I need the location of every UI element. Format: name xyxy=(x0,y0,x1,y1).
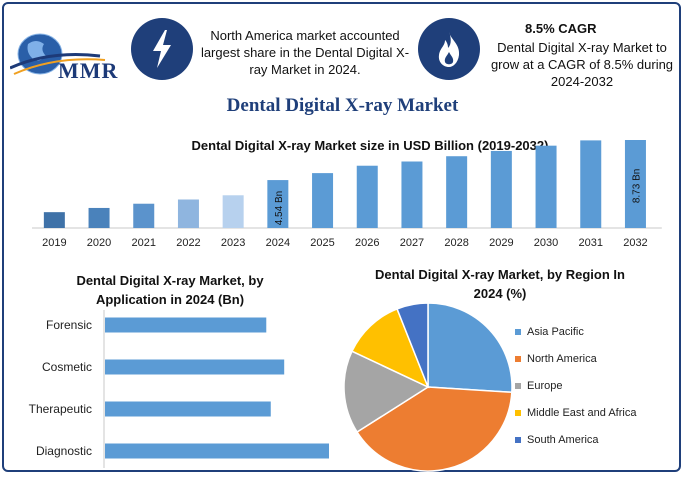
y-tick-forensic: Forensic xyxy=(46,318,92,332)
bar-2019 xyxy=(43,212,65,228)
x-tick-2019: 2019 xyxy=(42,237,66,249)
legend-swatch xyxy=(515,328,521,335)
pie-legend: Asia Pacific North America Europe Middle Ea… xyxy=(515,318,636,453)
legend-label: North America xyxy=(527,352,597,365)
hbar-diagnostic xyxy=(105,443,329,459)
bar-2030 xyxy=(535,145,557,228)
legend-label: Asia Pacific xyxy=(527,325,584,338)
pie-slice-south-america xyxy=(396,302,429,388)
bar-2031 xyxy=(580,140,602,228)
bar-2028 xyxy=(446,156,468,228)
x-tick-2023: 2023 xyxy=(221,237,245,249)
bar-2022 xyxy=(177,199,199,228)
y-tick-therapeutic: Therapeutic xyxy=(29,402,92,416)
x-tick-2026: 2026 xyxy=(355,237,379,249)
bar-2027 xyxy=(401,161,423,228)
info-block-2: 8.5% CAGR Dental Digital X-ray Market to… xyxy=(487,20,677,90)
legend-swatch xyxy=(515,355,521,362)
x-tick-2020: 2020 xyxy=(87,237,111,249)
legend-label: Europe xyxy=(527,379,563,392)
pie-slice-europe xyxy=(343,350,430,434)
chart-frame xyxy=(2,2,681,472)
market-size-bar-chart: 2019 2020 2021 2022 2023 2024 4.54 Bn 2025 2026 2… xyxy=(32,140,662,249)
info-circle-1 xyxy=(131,18,193,80)
mmr-logo xyxy=(10,33,106,75)
lightning-icon xyxy=(153,30,171,68)
x-tick-2028: 2028 xyxy=(444,237,468,249)
bar-2032 xyxy=(624,140,646,228)
info-circle-2 xyxy=(418,18,480,80)
legend-item: North America xyxy=(515,345,636,372)
pie-slice-asia-pacific xyxy=(427,302,513,394)
cagr-text: Dental Digital X-ray Market to grow at a… xyxy=(490,40,674,89)
x-tick-2031: 2031 xyxy=(579,237,603,249)
bar-label-2032: 8.73 Bn xyxy=(631,169,642,203)
application-chart-title: Dental Digital X-ray Market, by Applicat… xyxy=(76,273,264,307)
logo-text: MMR xyxy=(58,58,119,83)
page-title: Dental Digital X-ray Market xyxy=(226,95,459,116)
hbar-cosmetic xyxy=(105,359,285,375)
x-tick-2027: 2027 xyxy=(400,237,424,249)
x-tick-2021: 2021 xyxy=(132,237,156,249)
y-tick-diagnostic: Diagnostic xyxy=(36,444,92,458)
x-tick-2022: 2022 xyxy=(176,237,200,249)
legend-item: Middle East and Africa xyxy=(515,399,636,426)
bar-2023 xyxy=(222,195,244,228)
bar-label-2024: 4.54 Bn xyxy=(274,191,285,225)
flame-icon xyxy=(438,32,460,67)
bar-2020 xyxy=(88,207,110,228)
y-tick-cosmetic: Cosmetic xyxy=(42,360,92,374)
cagr-heading: 8.5% CAGR xyxy=(525,21,597,36)
legend-label: Middle East and Africa xyxy=(527,406,637,419)
region-chart-title: Dental Digital X-ray Market, by Region I… xyxy=(375,267,625,301)
legend-label: South America xyxy=(527,433,599,446)
legend-item: South America xyxy=(515,426,636,453)
bar-2024 xyxy=(267,180,289,228)
bar-2029 xyxy=(490,150,512,228)
legend-swatch xyxy=(515,409,521,416)
application-bar-chart: Forensic Cosmetic Therapeutic Diagnostic xyxy=(29,310,329,468)
hbar-therapeutic xyxy=(105,401,271,417)
info-text-1: North America market accounted largest s… xyxy=(200,28,410,77)
x-tick-2029: 2029 xyxy=(489,237,513,249)
x-tick-2032: 2032 xyxy=(623,237,647,249)
hbar-forensic xyxy=(105,317,267,333)
legend-swatch xyxy=(515,436,521,443)
bar-chart-title: Dental Digital X-ray Market size in USD … xyxy=(191,138,549,153)
pie-slice-middle-east-and-africa xyxy=(350,307,430,389)
x-tick-2024: 2024 xyxy=(266,237,290,249)
bar-2021 xyxy=(133,203,155,228)
x-tick-2030: 2030 xyxy=(534,237,558,249)
legend-item: Europe xyxy=(515,372,636,399)
x-tick-2025: 2025 xyxy=(310,237,334,249)
bar-2026 xyxy=(356,165,378,228)
legend-swatch xyxy=(515,382,521,389)
bar-2025 xyxy=(312,173,334,228)
region-pie-chart xyxy=(343,302,513,472)
legend-item: Asia Pacific xyxy=(515,318,636,345)
